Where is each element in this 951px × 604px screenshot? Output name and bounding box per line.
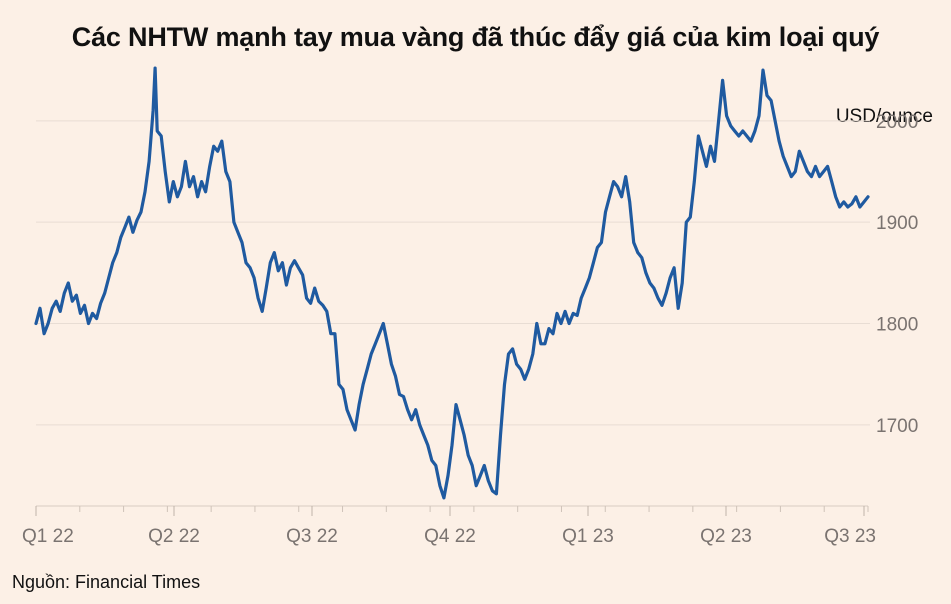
x-tick-label: Q3 23 [824, 526, 876, 547]
series-layer [34, 66, 870, 500]
y-tick-label: 1700 [876, 416, 918, 437]
y-tick-label: 1900 [876, 213, 918, 234]
x-tick-label: Q4 22 [424, 526, 476, 547]
x-ticks: Q1 22 Q2 22 Q3 22 Q4 22 Q1 23 Q2 23 Q3 23 [22, 526, 876, 547]
y-tick-label: 1800 [876, 315, 918, 336]
y-ticks: 1700 1800 1900 2000 [876, 112, 918, 437]
grid [35, 120, 870, 516]
gold-price-line [34, 66, 870, 500]
x-tick-label: Q2 23 [700, 526, 752, 547]
x-tick-label: Q3 22 [286, 526, 338, 547]
y-tick-label: 2000 [876, 112, 918, 133]
x-tick-label: Q2 22 [148, 526, 200, 547]
y-axis-unit-label: USD/ounce [835, 106, 933, 127]
x-tick-label: Q1 22 [22, 526, 74, 547]
source-note: Nguồn: Financial Times [12, 572, 201, 592]
chart-title: Các NHTW mạnh tay mua vàng đã thúc đẩy g… [71, 22, 880, 52]
x-tick-label: Q1 23 [562, 526, 614, 547]
